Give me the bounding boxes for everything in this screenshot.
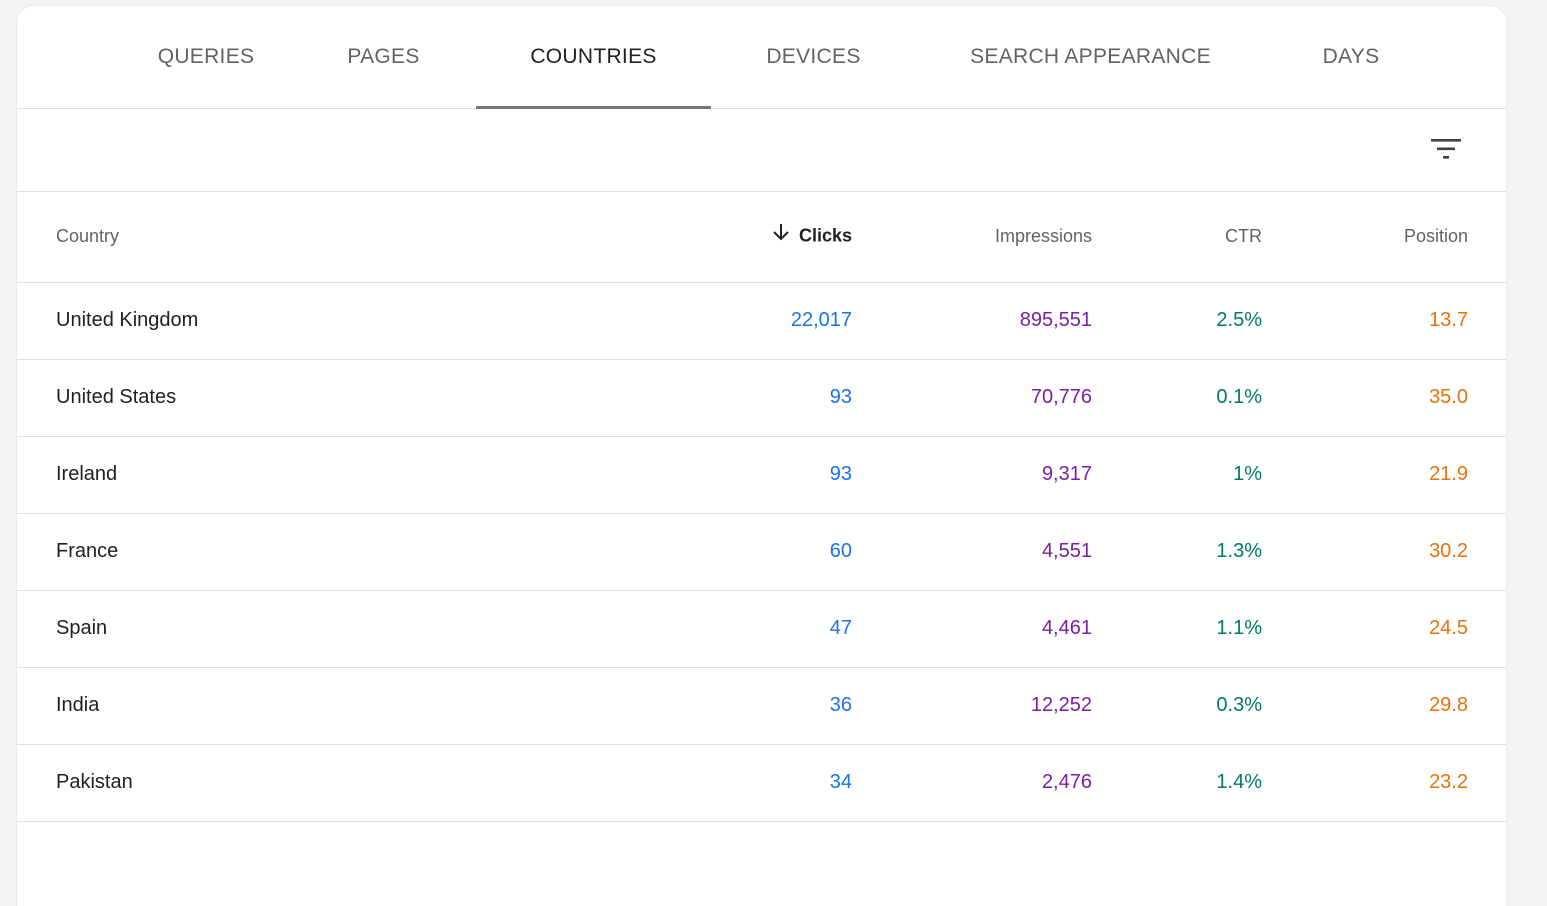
cell-impressions: 12,252 — [1030, 694, 1092, 716]
cell-clicks: 60 — [829, 540, 852, 562]
header-country[interactable]: Country — [17, 192, 602, 283]
cell-position: 13.7 — [1429, 309, 1468, 331]
header-label: Clicks — [798, 225, 852, 246]
cell-impressions: 4,551 — [1041, 540, 1092, 562]
cell-country: Ireland — [56, 463, 118, 485]
tab-devices[interactable]: DEVICES — [717, 6, 910, 108]
cell-position: 21.9 — [1429, 463, 1468, 485]
cell-impressions: 2,476 — [1041, 771, 1092, 793]
cell-impressions: 70,776 — [1030, 386, 1092, 408]
tab-label: COUNTRIES — [530, 45, 657, 68]
tab-label: DEVICES — [766, 45, 861, 68]
cell-country: United States — [56, 386, 177, 408]
cell-impressions: 9,317 — [1041, 463, 1092, 485]
cell-country: Pakistan — [56, 771, 133, 793]
active-tab-indicator — [476, 106, 711, 109]
cell-ctr: 2.5% — [1216, 309, 1262, 331]
header-clicks[interactable]: Clicks — [602, 192, 852, 283]
table-row[interactable]: Pakistan 34 2,476 1.4% 23.2 — [17, 744, 1506, 821]
tab-label: PAGES — [347, 45, 420, 68]
cell-clicks: 93 — [829, 463, 852, 485]
cell-ctr: 0.1% — [1216, 386, 1262, 408]
cell-position: 30.2 — [1429, 540, 1468, 562]
filter-list-icon — [1431, 139, 1461, 159]
tab-pages[interactable]: PAGES — [301, 6, 466, 108]
table-header-row: Country Clicks Impressions CTR — [17, 192, 1506, 283]
header-position[interactable]: Position — [1262, 192, 1506, 283]
cell-ctr: 0.3% — [1216, 694, 1262, 716]
tab-label: SEARCH APPEARANCE — [970, 45, 1211, 68]
cell-position: 23.2 — [1429, 771, 1468, 793]
cell-position: 29.8 — [1429, 694, 1468, 716]
header-label: Country — [56, 226, 120, 247]
header-label: CTR — [1225, 226, 1262, 247]
table-row[interactable]: United States 93 70,776 0.1% 35.0 — [17, 359, 1506, 436]
tab-label: DAYS — [1322, 45, 1380, 68]
header-label: Position — [1403, 226, 1468, 247]
table-row[interactable]: Ireland 93 9,317 1% 21.9 — [17, 436, 1506, 513]
cell-ctr: 1.3% — [1216, 540, 1262, 562]
tab-countries[interactable]: COUNTRIES — [476, 6, 711, 109]
cell-clicks: 47 — [829, 617, 852, 639]
cell-impressions: 895,551 — [1019, 309, 1092, 331]
cell-impressions: 4,461 — [1041, 617, 1092, 639]
table-row[interactable]: France 60 4,551 1.3% 30.2 — [17, 513, 1506, 590]
table-toolbar — [17, 109, 1506, 192]
cell-position: 35.0 — [1429, 386, 1468, 408]
cell-ctr: 1.4% — [1216, 771, 1262, 793]
tab-days[interactable]: DAYS — [1267, 6, 1435, 108]
table-row[interactable]: India 36 12,252 0.3% 29.8 — [17, 667, 1506, 744]
tab-queries[interactable]: QUERIES — [111, 6, 301, 108]
performance-report-card: QUERIES PAGES COUNTRIES DEVICES SEARCH A… — [17, 6, 1506, 906]
header-label: Impressions — [994, 226, 1092, 247]
header-ctr[interactable]: CTR — [1092, 192, 1262, 283]
cell-ctr: 1.1% — [1216, 617, 1262, 639]
cell-clicks: 36 — [829, 694, 852, 716]
arrow-down-icon — [771, 222, 791, 247]
header-impressions[interactable]: Impressions — [852, 192, 1092, 283]
cell-clicks: 93 — [829, 386, 852, 408]
cell-position: 24.5 — [1429, 617, 1468, 639]
table-row[interactable]: United Kingdom 22,017 895,551 2.5% 13.7 — [17, 282, 1506, 359]
filter-button[interactable] — [1426, 129, 1466, 169]
cell-country: France — [56, 540, 119, 562]
countries-table: Country Clicks Impressions CTR — [17, 192, 1506, 822]
tab-label: QUERIES — [157, 45, 255, 68]
table-row[interactable]: Spain 47 4,461 1.1% 24.5 — [17, 590, 1506, 667]
cell-clicks: 34 — [829, 771, 852, 793]
cell-country: Spain — [56, 617, 108, 639]
tab-search-appearance[interactable]: SEARCH APPEARANCE — [949, 6, 1232, 108]
cell-clicks: 22,017 — [790, 309, 852, 331]
cell-country: United Kingdom — [56, 309, 199, 331]
cell-country: India — [56, 694, 100, 716]
report-tabs: QUERIES PAGES COUNTRIES DEVICES SEARCH A… — [17, 6, 1506, 109]
cell-ctr: 1% — [1233, 463, 1262, 485]
